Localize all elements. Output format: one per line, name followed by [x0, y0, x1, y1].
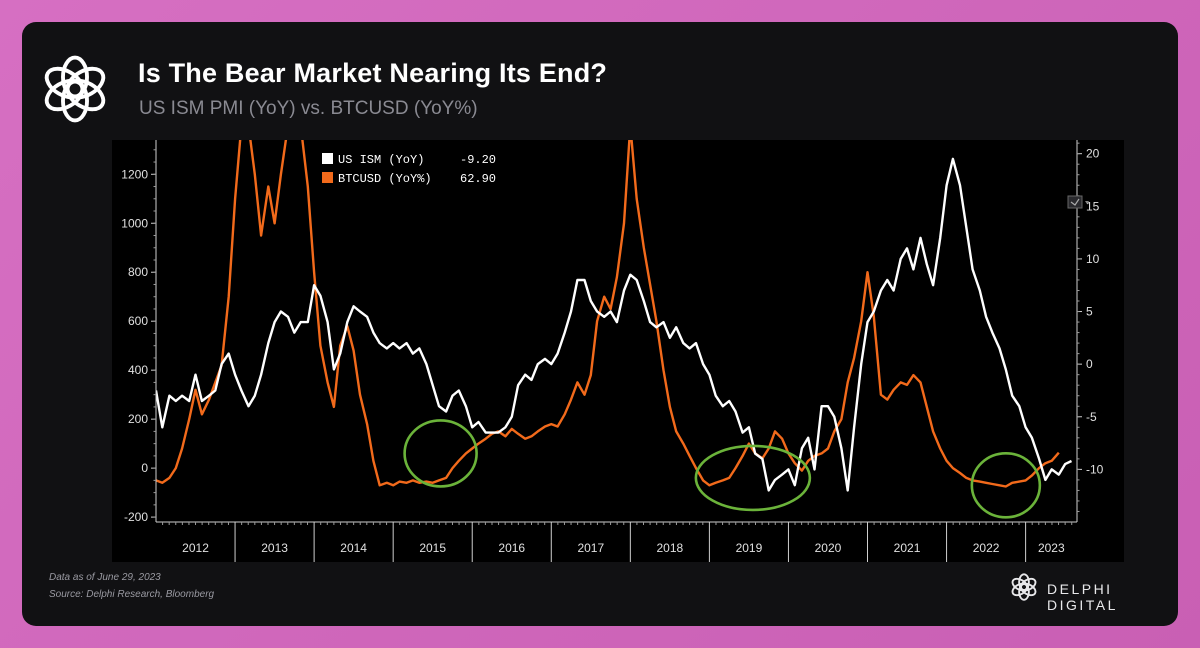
- x-axis-year-label: 2022: [973, 541, 1000, 555]
- left-axis-tick-label: 200: [128, 412, 148, 426]
- right-axis-tick-label: -5: [1086, 410, 1097, 424]
- footnote-date: Data as of June 29, 2023: [49, 572, 161, 583]
- legend-label-ism: US ISM (YoY): [338, 153, 424, 167]
- x-axis-year-label: 2015: [419, 541, 446, 555]
- highlight-circle: [403, 419, 478, 488]
- x-axis-year-label: 2013: [261, 541, 288, 555]
- highlight-circle: [694, 444, 812, 512]
- x-axis-year-label: 2014: [340, 541, 367, 555]
- left-axis-tick-label: 0: [141, 461, 148, 475]
- highlight-circle: [970, 451, 1042, 519]
- brand-logo: DELPHI DIGITAL: [1009, 572, 1169, 613]
- legend-swatch-btc: [322, 172, 333, 183]
- legend: US ISM (YoY) -9.20 BTCUSD (YoY%) 62.90: [316, 148, 506, 188]
- right-axis-tick-label: 15: [1086, 199, 1100, 213]
- chart-title: Is The Bear Market Nearing Its End?: [138, 58, 608, 88]
- delphi-flower-logo-icon: [1011, 573, 1037, 601]
- legend-label-btc: BTCUSD (YoY%): [338, 172, 432, 186]
- series-line-btcusd: [156, 140, 1060, 488]
- right-axis-tick-label: 5: [1086, 305, 1093, 319]
- x-axis-year-label: 2019: [736, 541, 763, 555]
- x-axis-year-label: 2012: [182, 541, 209, 555]
- x-axis-year-label: 2021: [894, 541, 921, 555]
- x-axis-year-label: 2020: [815, 541, 842, 555]
- x-axis-year-label: 2017: [577, 541, 604, 555]
- chart-options-icon[interactable]: [1067, 195, 1089, 209]
- legend-value-btc: 62.90: [460, 172, 496, 186]
- left-axis-tick-label: 400: [128, 363, 148, 377]
- x-axis-year-label: 2018: [657, 541, 684, 555]
- right-axis-tick-label: 0: [1086, 357, 1093, 371]
- legend-swatch-ism: [322, 153, 333, 164]
- x-axis-year-label: 2016: [498, 541, 525, 555]
- footnote-source: Source: Delphi Research, Bloomberg: [49, 589, 215, 600]
- delphi-flower-logo-icon: [44, 55, 106, 123]
- chart-subtitle: US ISM PMI (YoY) vs. BTCUSD (YoY%): [139, 98, 478, 119]
- plot-background: [112, 140, 1124, 562]
- left-axis-tick-label: 1200: [121, 167, 148, 181]
- chart-area: -200020040060080010001200-10-50510152020…: [112, 140, 1124, 562]
- chart-card: Is The Bear Market Nearing Its End? US I…: [22, 22, 1178, 626]
- left-axis-tick-label: 600: [128, 314, 148, 328]
- left-axis-tick-label: 1000: [121, 216, 148, 230]
- series-line-us-ism: [156, 157, 1073, 492]
- legend-background: [316, 148, 506, 188]
- right-axis-tick-label: 10: [1086, 252, 1100, 266]
- left-axis-tick-label: 800: [128, 265, 148, 279]
- legend-value-ism: -9.20: [460, 153, 496, 167]
- brand-name: DELPHI DIGITAL: [1047, 581, 1118, 613]
- right-axis-tick-label: -10: [1086, 462, 1104, 476]
- x-axis-year-label: 2023: [1038, 541, 1065, 555]
- right-axis-tick-label: 20: [1086, 147, 1100, 161]
- left-axis-tick-label: -200: [124, 510, 148, 524]
